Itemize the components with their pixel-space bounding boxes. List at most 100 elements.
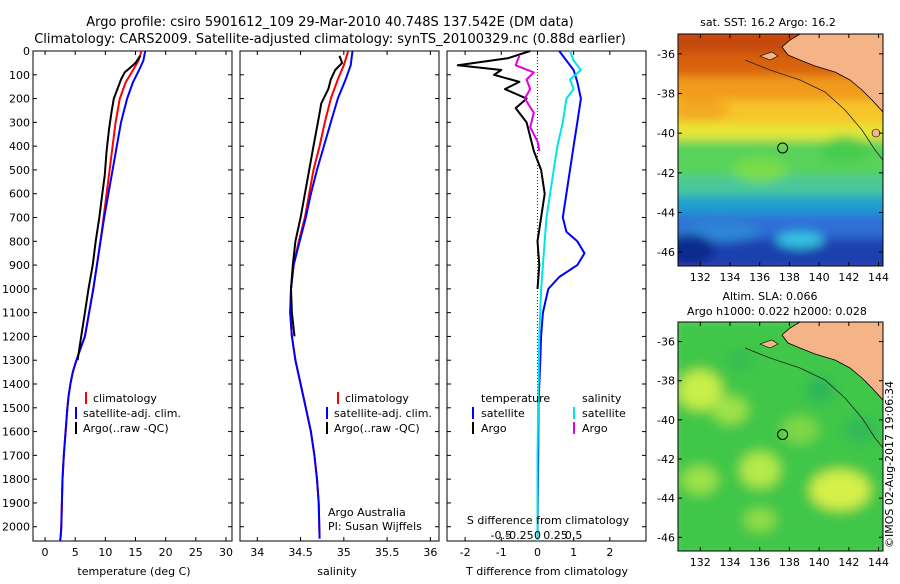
x-tick-label: 1 (570, 546, 577, 559)
sst-map-title: sat. SST: 16.2 Argo: 16.2 (700, 16, 836, 29)
x-tick-label: 34 (250, 546, 264, 559)
temperature-panel (32, 50, 233, 542)
map-x-tick-label: 144 (868, 271, 889, 284)
salinity-annotation-line2: PI: Susan Wijffels (328, 520, 422, 533)
series-line-satellite-adj-clim (289, 50, 354, 539)
header-title: Argo profile: csiro 5901612_109 29-Mar-2… (86, 15, 574, 30)
temperature-plot: 0 5 10 15 20 25 300100200300400500600700800900… (2, 45, 233, 559)
map-x-tick-label: 142 (838, 556, 859, 569)
sla-map-axes: 132 134 136 138 140 142 144 -36 -38 -40 -42 -44 -46 (657, 322, 889, 569)
x2-tick-label: -0.5 (491, 529, 512, 542)
difference-legend: temperature satellite Argo salinity sate… (472, 392, 626, 435)
map-y-tick-label: -46 (657, 246, 675, 259)
legend-label-temp-satellite: satellite (481, 407, 525, 420)
map-y-tick-label: -42 (657, 453, 675, 466)
salinity-panel (239, 50, 440, 542)
y-tick-label: 500 (9, 164, 30, 177)
y-tick-label: 700 (9, 212, 30, 225)
series-line-climatology (289, 50, 350, 539)
x-tick-label: 36 (423, 546, 437, 559)
series-line-salinity-satellite (536, 50, 582, 541)
y-tick-label: 1400 (2, 378, 30, 391)
temperature-xlabel: temperature (deg C) (77, 565, 190, 578)
y-tick-label: 300 (9, 116, 30, 129)
map-x-tick-label: 132 (690, 556, 711, 569)
series-line-argo-raw-qc (290, 55, 344, 337)
series-line-temperature-argo (456, 50, 546, 289)
sla-map-title-line2: Argo h1000: 0.022 h2000: 0.028 (687, 305, 867, 318)
salinity-plot: 34 34.5 35 35.5 36 (240, 50, 439, 559)
y-tick-label: 100 (9, 69, 30, 82)
y-tick-label: 0 (23, 45, 30, 58)
y-tick-label: 1800 (2, 473, 30, 486)
land-australia (781, 322, 883, 401)
difference-plot: -2 -1 0 1 2 -0.5-0.25 0 0.250.5 (447, 50, 646, 559)
map-x-tick-label: 134 (719, 556, 740, 569)
y-tick-label: 800 (9, 235, 30, 248)
x2-tick-label: 0 (534, 529, 541, 542)
x-tick-label: 5 (72, 546, 79, 559)
legend-label-climatology: climatology (345, 392, 409, 405)
map-y-tick-label: -40 (657, 414, 675, 427)
isobath (744, 59, 883, 161)
y-tick-label: 400 (9, 140, 30, 153)
x-tick-label: 0 (42, 546, 49, 559)
header-subtitle: Climatology: CARS2009. Satellite-adjuste… (34, 32, 626, 47)
x-tick-label: 10 (98, 546, 112, 559)
y-tick-label: 1100 (2, 307, 30, 320)
map-y-tick-label: -36 (657, 336, 675, 349)
legend-label-sal-argo: Argo (582, 422, 608, 435)
salinity-annotation-line1: Argo Australia (328, 506, 406, 519)
sst-map (678, 34, 883, 266)
x-tick-label: 35 (337, 546, 351, 559)
legend-label-satellite: satellite-adj. clim. (334, 407, 432, 420)
sst-argo-marker (777, 142, 789, 154)
salinity-legend: climatology satellite-adj. clim. Argo(..… (326, 392, 432, 533)
map-x-tick-label: 138 (779, 271, 800, 284)
x-tick-label: 0 (534, 546, 541, 559)
sla-map-title-line1: Altim. SLA: 0.066 (722, 290, 817, 303)
x-tick-label: -2 (460, 546, 471, 559)
legend-label-temp-argo: Argo (481, 422, 507, 435)
x-tick-label: 35.5 (375, 546, 400, 559)
y-tick-label: 1600 (2, 426, 30, 439)
x2-tick-label: 0.25 (543, 529, 568, 542)
map-x-tick-label: 136 (749, 556, 770, 569)
map-y-tick-label: -38 (657, 87, 675, 100)
y-tick-label: 1700 (2, 449, 30, 462)
salinity-xlabel: salinity (317, 565, 357, 578)
land-australia (781, 34, 883, 113)
series-line-salinity-argo (514, 55, 541, 152)
map-y-tick-label: -44 (657, 492, 675, 505)
map-y-tick-label: -42 (657, 167, 675, 180)
sla-argo-marker (777, 429, 789, 440)
x2-tick-label: -0.25 (505, 529, 533, 542)
sst-map-frame (677, 33, 884, 267)
y-tick-label: 2000 (2, 521, 30, 534)
x-tick-label: -1 (496, 546, 507, 559)
isobath (744, 347, 883, 449)
x-tick-label: 20 (159, 546, 173, 559)
y-tick-label: 600 (9, 188, 30, 201)
legend-label-climatology: climatology (93, 392, 157, 405)
y-tick-label: 1500 (2, 402, 30, 415)
legend-temperature-heading: temperature (481, 392, 550, 405)
map-x-tick-label: 140 (809, 556, 830, 569)
y-tick-label: 1300 (2, 354, 30, 367)
temperature-legend: climatology satellite-adj. clim. Argo(..… (75, 392, 181, 435)
difference-xlabel: T difference from climatology (465, 565, 628, 578)
sst-map-axes: 132 134 136 138 140 142 144 -36 -38 -40 -42 -44 -46 (657, 34, 889, 284)
map-x-tick-label: 136 (749, 271, 770, 284)
series-line-satellite-adj-clim (59, 50, 147, 542)
island (871, 128, 881, 138)
x-tick-label: 25 (189, 546, 203, 559)
sla-map (678, 322, 883, 551)
series-line-climatology (59, 50, 143, 542)
legend-salinity-heading: salinity (582, 392, 622, 405)
x-tick-label: 2 (606, 546, 613, 559)
kangaroo-island (759, 51, 779, 61)
map-y-tick-label: -44 (657, 206, 675, 219)
map-x-tick-label: 138 (779, 556, 800, 569)
map-x-tick-label: 142 (838, 271, 859, 284)
